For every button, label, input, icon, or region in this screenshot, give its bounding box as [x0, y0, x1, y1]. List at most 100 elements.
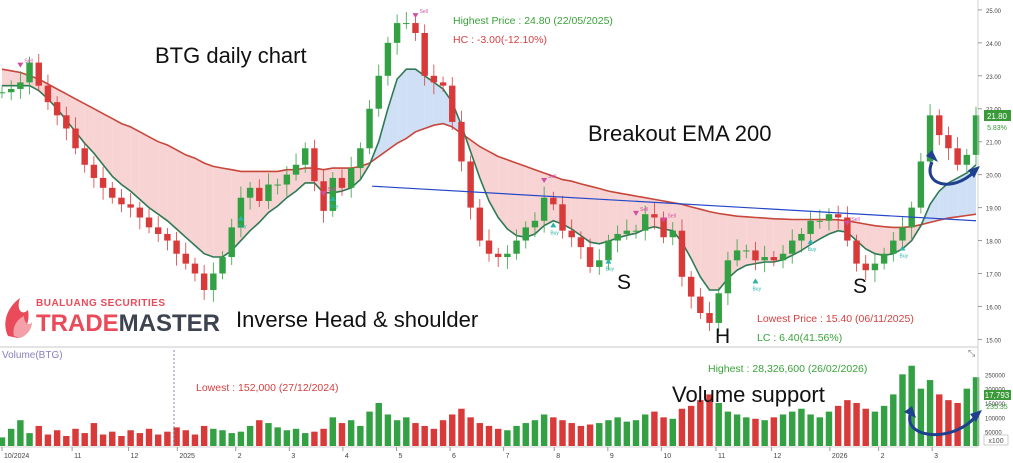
- ema-fill-segment: [57, 88, 67, 121]
- volume-bar: [302, 433, 309, 446]
- ema-lines: [1, 68, 977, 291]
- candle-body: [954, 148, 961, 165]
- ema-fill-segment: [617, 192, 627, 238]
- candle-body: [347, 168, 355, 188]
- buy-signal-icon: [752, 278, 759, 284]
- volume-highest-label: Highest : 28,326,600 (26/02/2026): [708, 363, 867, 375]
- buy-signal-label: Buy: [550, 230, 559, 236]
- candle-body: [825, 214, 833, 221]
- candle-body: [807, 220, 814, 234]
- candle-body: [834, 214, 842, 218]
- candle-body: [7, 88, 15, 93]
- buy-signal-icon: [899, 245, 906, 251]
- pattern-annotation: Inverse Head & shoulder: [236, 307, 478, 332]
- price-panel: Sell Sell Sell Sell Sell Sell Sell Buy Buy Buy Buy…: [0, 9, 980, 333]
- ema-fill-segment: [176, 149, 186, 238]
- volume-bar: [825, 411, 833, 446]
- candle-body: [761, 257, 768, 261]
- chart-title: BTG daily chart: [155, 43, 307, 68]
- candle-body: [660, 217, 667, 238]
- candle-body: [899, 227, 906, 241]
- right-shoulder-label: S: [853, 275, 867, 298]
- ema-fill-segment: [250, 171, 260, 231]
- trademaster-logo: BUALUANG SECURITIES TRADEMASTER: [5, 298, 220, 338]
- volume-bar: [513, 425, 520, 446]
- curved-arrow-volume: [904, 406, 982, 437]
- volume-bar: [311, 431, 318, 446]
- time-tick-label: 8: [556, 453, 560, 460]
- volume-axis: 50000100000150000200000250000 17,793 235…: [983, 373, 1011, 446]
- volume-bar: [200, 425, 208, 446]
- candle-body: [963, 154, 971, 165]
- buy-signal-icon: [237, 215, 244, 221]
- volume-bar: [687, 405, 695, 446]
- time-tick-label: 9: [610, 453, 614, 460]
- candle-body: [237, 197, 245, 228]
- candle-body: [265, 184, 272, 202]
- volume-bar: [926, 380, 934, 446]
- volume-bar: [972, 377, 980, 446]
- volume-bar: [871, 411, 879, 446]
- candle-body: [936, 115, 943, 136]
- x100-box: [983, 434, 1009, 446]
- ema-fill-segment: [489, 151, 499, 218]
- candle-body: [311, 148, 318, 182]
- ema-fill-segment: [737, 216, 747, 271]
- time-tick-label: 11: [718, 453, 725, 460]
- volume-bar: [347, 420, 355, 446]
- candle-body: [890, 240, 897, 254]
- candle-body: [945, 135, 952, 149]
- volume-bar: [577, 425, 585, 446]
- ema-fill-segment: [957, 173, 967, 217]
- candle-body: [412, 23, 419, 33]
- volume-bar: [292, 428, 300, 446]
- time-tick-label: 5: [398, 453, 402, 460]
- buy-signal-label: Buy: [238, 224, 247, 230]
- candle-body: [191, 263, 199, 274]
- time-tick-label: 6: [452, 453, 456, 460]
- volume-bar: [715, 403, 722, 446]
- volume-bar: [81, 433, 88, 446]
- last-price-value: 21.80: [987, 112, 1008, 121]
- logo-brand: TRADEMASTER: [36, 310, 220, 337]
- time-tick-label: 12: [773, 453, 781, 460]
- candle-body: [210, 273, 217, 290]
- volume-bar: [743, 417, 750, 446]
- volume-bar: [127, 430, 134, 446]
- curved-arrow-price-path: [928, 161, 976, 186]
- volume-bar: [531, 420, 539, 446]
- candle-body: [81, 148, 88, 165]
- ema-fill-segment: [874, 225, 885, 256]
- volume-bar: [568, 423, 575, 446]
- candle-body: [366, 108, 373, 149]
- candle-body: [136, 207, 144, 218]
- candle-body: [338, 177, 346, 188]
- candle-body: [256, 187, 263, 202]
- time-tick-label: 2026: [832, 453, 848, 460]
- candle-body: [687, 276, 695, 297]
- volume-tick-label: 250000: [985, 373, 1006, 379]
- volume-bar: [210, 428, 217, 446]
- volume-bar: [880, 405, 888, 446]
- volume-bar: [449, 414, 456, 446]
- ema-fill-segment: [507, 159, 517, 236]
- volume-bar: [807, 414, 814, 446]
- volume-bar: [329, 417, 337, 446]
- volume-bar: [145, 428, 153, 446]
- time-tick-label: 11: [74, 453, 81, 460]
- volume-bar: [393, 420, 401, 446]
- buy-signal-icon: [329, 196, 336, 202]
- ema-fill-segment: [626, 194, 637, 236]
- ema-fill-segment: [700, 209, 710, 290]
- candle-body: [743, 250, 750, 252]
- volume-bar: [678, 408, 686, 446]
- ema-fill-segment: [930, 191, 940, 223]
- panel-resize-icon[interactable]: ⤡: [968, 348, 975, 358]
- candle-body: [173, 240, 180, 254]
- volume-tick-label: 50000: [985, 431, 1002, 437]
- ema-fill-segment: [103, 113, 113, 177]
- volume-bar: [954, 403, 961, 446]
- price-tick-label: 25.00: [986, 9, 1002, 15]
- candle-body: [449, 85, 456, 122]
